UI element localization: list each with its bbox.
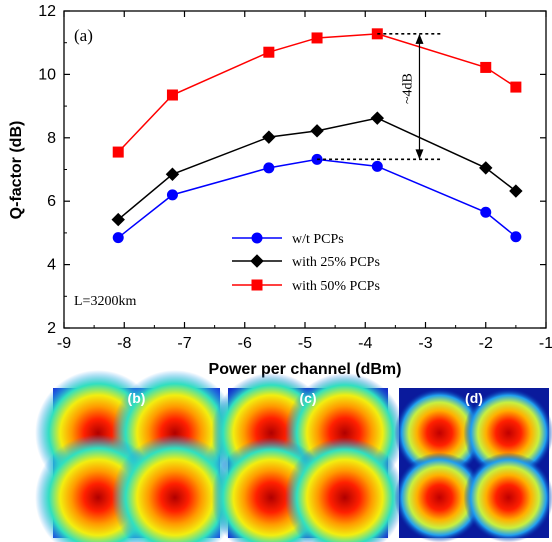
x-tick-label: -1 <box>539 335 552 352</box>
y-tick-label: 6 <box>47 193 56 210</box>
y-tick-label: 10 <box>38 66 56 83</box>
data-point <box>263 46 275 58</box>
series-line <box>117 158 517 239</box>
x-tick-label: -5 <box>298 335 312 352</box>
gain-arrow-head-down <box>415 149 424 160</box>
legend-marker <box>251 232 263 244</box>
legend-entry: with 50% PCPs <box>232 279 380 294</box>
constellation-label: (d) <box>465 390 483 406</box>
x-tick-label: -2 <box>479 335 493 352</box>
data-point <box>112 146 124 158</box>
distance-label: L=3200km <box>74 294 136 309</box>
constellation-cluster <box>394 388 485 478</box>
data-point <box>371 160 383 172</box>
y-tick-label: 2 <box>47 320 56 337</box>
series-layer <box>111 28 523 244</box>
constellation-cluster <box>463 388 552 478</box>
legend-marker <box>251 279 263 291</box>
data-point <box>480 61 492 73</box>
legend-label: with 50% PCPs <box>292 279 380 294</box>
gain-label: ~4dB <box>400 73 415 104</box>
legend-label: w/t PCPs <box>292 232 344 247</box>
constellation-label: (c) <box>299 390 316 406</box>
legend: w/t PCPs with 25% PCPs with 50% PCPs <box>232 232 380 294</box>
y-tick-label: 12 <box>38 3 56 20</box>
constellation-panel: (d) <box>394 388 552 542</box>
data-point <box>263 162 275 174</box>
data-point <box>370 111 385 125</box>
legend-entry: with 25% PCPs <box>232 254 380 270</box>
x-tick-label: -6 <box>238 335 252 352</box>
data-point <box>111 212 125 227</box>
data-point <box>480 206 492 218</box>
data-point <box>310 124 324 138</box>
series-1 <box>111 111 523 227</box>
data-point <box>509 184 523 198</box>
constellations: (b) (c) (d) <box>35 370 552 542</box>
legend-entry: w/t PCPs <box>232 232 344 247</box>
data-point <box>166 89 178 101</box>
constellation-panel: (c) <box>211 373 405 542</box>
data-point <box>479 161 493 175</box>
constellation-cluster <box>284 437 405 542</box>
constellation-panel: (b) <box>35 370 238 542</box>
y-tick-label: 4 <box>47 257 56 274</box>
data-point <box>510 81 522 93</box>
x-axis-title: Power per channel (dBm) <box>209 361 402 378</box>
x-tick-label: -4 <box>358 335 372 352</box>
axes: -9 -8 -7 -6 -5 -4 -3 -2 -1 2 4 6 8 10 12 <box>38 3 552 352</box>
annotation-layer: ~4dB <box>317 33 441 161</box>
constellation-cluster <box>394 452 485 542</box>
data-point <box>166 189 178 201</box>
y-tick-label: 8 <box>47 130 56 147</box>
legend-label: with 25% PCPs <box>292 255 380 270</box>
series-2 <box>112 28 522 158</box>
x-tick-label: -7 <box>177 335 191 352</box>
data-point <box>165 167 180 181</box>
x-tick-label: -9 <box>57 335 71 352</box>
x-tick-label: -3 <box>418 335 432 352</box>
x-tick-label: -8 <box>117 335 131 352</box>
series-0 <box>112 153 522 244</box>
y-axis-title: Q-factor (dB) <box>8 121 25 220</box>
data-point <box>262 130 276 144</box>
gain-arrow-head-up <box>415 33 424 44</box>
constellation-label: (b) <box>128 390 146 406</box>
constellation-cluster <box>463 452 552 542</box>
constellation-cluster <box>111 434 238 542</box>
data-point <box>510 231 522 243</box>
data-point <box>112 232 124 244</box>
panel-label-a: (a) <box>74 26 93 45</box>
legend-marker <box>250 254 264 268</box>
data-point <box>311 32 323 44</box>
